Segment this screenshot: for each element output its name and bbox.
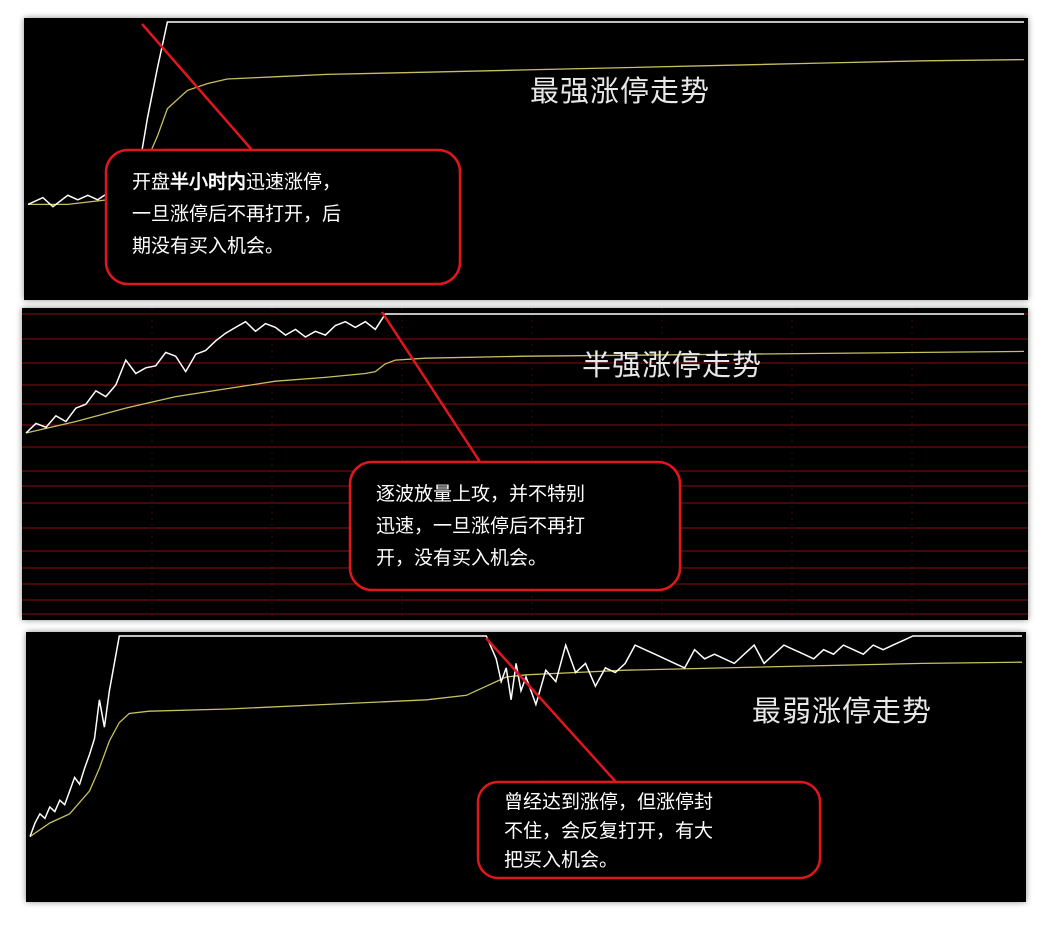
price-line [27, 21, 1024, 208]
callout-pointer [380, 311, 483, 464]
annotation-line-1: 曾经达到涨停，但涨停封 [504, 791, 714, 813]
callout-pointer [485, 637, 619, 784]
callout-box [104, 148, 462, 286]
price-line [29, 635, 1022, 837]
chart-svg-weakest [29, 635, 1023, 880]
annotation-line-3: 把买入机会。 [504, 849, 619, 871]
average-price-line [29, 661, 1023, 838]
chart-panel-semi-strong: 半强涨停走势 逐波放量上攻，并不特别 迅速，一旦涨停后不再打 开，没有买入机会。 [22, 308, 1028, 620]
annotation-bold-text: 半小时内 [170, 171, 247, 193]
callout-pointer [141, 23, 255, 152]
average-price-line [25, 350, 1025, 434]
chart-title: 最弱涨停走势 [752, 694, 933, 728]
callout-box [348, 460, 682, 592]
callout-box [476, 780, 822, 880]
annotation-text: 开盘半小时内迅速涨停， 一旦涨停后不再打开，后 期没有买入机会。 [106, 150, 460, 284]
annotation-line-3: 期没有买入机会。 [132, 235, 285, 257]
chart-title: 半强涨停走势 [582, 348, 763, 382]
chart-panel-weakest: 最弱涨停走势 曾经达到涨停，但涨停封 不住，会反复打开，有大 把买入机会。 [26, 632, 1026, 902]
chart-svg-semi-strong [22, 308, 1028, 620]
price-line [25, 313, 1024, 434]
annotation-line-1: 逐波放量上攻，并不特别 [376, 483, 586, 505]
annotation-line-1: 开盘半小时内迅速涨停， [132, 171, 342, 193]
annotation-text: 曾经达到涨停，但涨停封 不住，会反复打开，有大 把买入机会。 [478, 782, 820, 878]
annotation-line-2: 一旦涨停后不再打开，后 [132, 203, 342, 225]
annotation-line-3: 开，没有买入机会。 [376, 547, 548, 569]
chart-svg-strongest [27, 21, 1025, 286]
chart-panel-strongest: 最强涨停走势 开盘半小时内迅速涨停， 一旦涨停后不再打开，后 期没有买入机会。 [24, 18, 1028, 300]
annotation-text: 逐波放量上攻，并不特别 迅速，一旦涨停后不再打 开，没有买入机会。 [350, 462, 680, 590]
chart-title: 最强涨停走势 [530, 74, 711, 108]
annotation-line-2: 迅速，一旦涨停后不再打 [376, 515, 586, 537]
annotation-line-2: 不住，会反复打开，有大 [504, 820, 714, 842]
